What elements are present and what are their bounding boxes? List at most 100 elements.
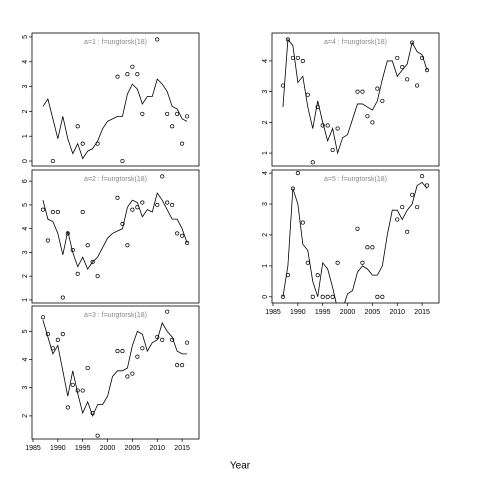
observed-point [305, 92, 310, 97]
observed-point [45, 238, 50, 243]
observed-point [185, 114, 190, 119]
observed-point [50, 346, 55, 351]
observed-point [285, 273, 290, 278]
x-tick-label: 2005 [365, 309, 381, 316]
observed-point [165, 309, 170, 314]
observed-point [130, 64, 135, 69]
fitted-line [42, 78, 188, 160]
observed-point [160, 337, 165, 342]
observed-point [60, 295, 65, 300]
observed-point [415, 205, 420, 210]
observed-point [365, 114, 370, 119]
observed-point [135, 354, 140, 359]
y-tick-label: 2 [22, 414, 29, 418]
observed-point [410, 40, 415, 45]
observed-point [420, 55, 425, 60]
observed-point [125, 243, 130, 248]
observed-point [90, 411, 95, 416]
fitted-line [282, 38, 428, 155]
y-tick-label: 4 [22, 227, 29, 231]
observed-point [55, 209, 60, 215]
plot-area [280, 171, 430, 303]
observed-point [120, 221, 125, 226]
observed-point [315, 273, 320, 278]
observed-point [155, 202, 160, 207]
y-tick-label: 4 [22, 357, 29, 361]
observed-point [320, 294, 325, 299]
observed-point [285, 37, 290, 42]
fitted-line [282, 181, 428, 303]
observed-point [360, 89, 365, 94]
observed-point [165, 200, 170, 205]
observed-point [335, 126, 340, 131]
plot-area [42, 37, 190, 164]
observed-point [130, 207, 135, 212]
observed-point [300, 58, 305, 64]
panel-frame [271, 32, 440, 167]
x-axis-label: Year [230, 461, 251, 472]
observed-point [410, 192, 415, 197]
x-tick-label: 2005 [125, 445, 141, 452]
observed-point [375, 86, 380, 91]
y-tick-label: 2 [262, 233, 269, 237]
observed-point [60, 332, 65, 337]
observed-point [75, 388, 80, 393]
observed-point [415, 83, 420, 88]
observed-point [155, 334, 160, 340]
observed-point [70, 382, 75, 387]
observed-point [140, 346, 145, 351]
plot-area [40, 309, 190, 438]
x-tick-label: 1995 [75, 445, 91, 452]
observed-point [315, 104, 320, 110]
observed-point [75, 124, 80, 129]
observed-point [405, 77, 410, 82]
y-tick-label: 4 [262, 171, 269, 175]
observed-point [380, 98, 385, 103]
plot-area [40, 174, 190, 300]
observed-point [160, 174, 165, 179]
observed-point [80, 141, 85, 146]
observed-point [170, 124, 175, 129]
observed-point [360, 260, 365, 265]
observed-point [135, 72, 140, 77]
observed-point [180, 141, 185, 146]
y-tick-label: 1 [262, 264, 269, 268]
y-tick-label: 3 [22, 250, 29, 254]
x-tick-label: 2000 [340, 309, 356, 316]
x-tick-label: 2010 [149, 445, 165, 452]
observed-point [130, 371, 135, 376]
observed-point [180, 363, 185, 368]
observed-point [310, 294, 315, 299]
observed-point [185, 340, 190, 345]
observed-point [375, 294, 380, 299]
x-tick-label: 1990 [50, 445, 66, 452]
observed-point [295, 171, 300, 176]
x-tick-label: 2000 [100, 445, 116, 452]
observed-point [185, 240, 190, 245]
observed-point [85, 243, 90, 248]
observed-point [70, 247, 75, 253]
observed-point [280, 294, 285, 299]
observed-point [425, 183, 430, 188]
panel-frame [31, 169, 200, 304]
observed-point [325, 123, 330, 128]
y-tick-label: 5 [22, 35, 29, 39]
observed-point [135, 205, 140, 210]
panel-frame [271, 169, 440, 304]
y-tick-label: 5 [22, 329, 29, 333]
observed-point [280, 83, 285, 88]
observed-point [65, 231, 70, 236]
observed-point [420, 174, 425, 179]
observed-point [140, 200, 145, 205]
observed-point [95, 433, 100, 438]
x-tick-label: 1995 [315, 309, 331, 316]
observed-point [125, 72, 130, 77]
observed-point [80, 388, 85, 393]
observed-point [115, 74, 120, 79]
panel-title: a=2 : f=ungtorsk(18) [84, 176, 147, 183]
observed-point [170, 337, 175, 342]
observed-point [120, 158, 125, 164]
observed-point [290, 55, 295, 60]
